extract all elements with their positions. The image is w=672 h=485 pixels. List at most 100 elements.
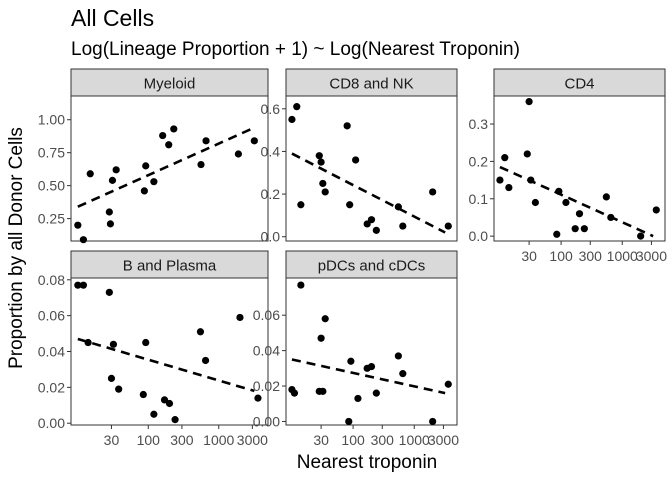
y-tick-label-myeloid: 0.25 [38, 211, 65, 227]
data-point-cd8-and-nk [293, 103, 301, 111]
y-tick-label-myeloid: 1.00 [38, 112, 65, 128]
strip-pdcs-and-cdcs [285, 250, 458, 279]
data-point-cd4 [501, 154, 509, 162]
data-point-cd4 [580, 225, 588, 233]
x-tick-label-pdcs-and-cdcs: 30 [313, 432, 329, 448]
panel-border-cd4 [493, 95, 666, 242]
y-tick-label-b-and-plasma: 0.04 [38, 344, 65, 360]
data-point-pdcs-and-cdcs [354, 394, 362, 403]
x-tick-label-cd4: 3000 [636, 248, 667, 264]
y-tick-label-cd4: 0.2 [469, 153, 489, 169]
x-tick-label-cd4: 30 [521, 248, 537, 264]
x-tick-label-cd4: 1000 [607, 248, 638, 264]
data-point-cd8-and-nk [315, 152, 323, 160]
y-tick-label-pdcs-and-cdcs: 0.04 [253, 343, 280, 359]
y-tick-label-cd4: 0.1 [469, 191, 489, 207]
y-tick-label-pdcs-and-cdcs: 0.00 [253, 413, 280, 429]
data-point-cd4 [525, 98, 533, 106]
chart-title: All Cells [71, 5, 154, 31]
data-point-pdcs-and-cdcs [367, 362, 376, 371]
data-point-cd8-and-nk [352, 156, 360, 164]
data-point-myeloid [165, 141, 173, 149]
data-point-b-and-plasma [201, 356, 210, 365]
panel-border-myeloid [70, 95, 269, 242]
data-point-b-and-plasma [74, 281, 82, 289]
x-tick-label-pdcs-and-cdcs: 300 [371, 432, 395, 448]
data-point-b-and-plasma [150, 410, 158, 418]
y-tick-label-cd8-and-nk: 0.0 [261, 229, 281, 245]
chart-subtitle: Log(Lineage Proportion + 1) ~ Log(Neares… [71, 39, 520, 60]
data-point-pdcs-and-cdcs [321, 315, 329, 323]
strip-label-b-and-plasma: B and Plasma [123, 258, 217, 275]
data-point-pdcs-and-cdcs [394, 352, 402, 360]
data-point-b-and-plasma [105, 288, 113, 296]
data-point-b-and-plasma [254, 394, 262, 402]
x-tick-label-cd4: 300 [579, 248, 603, 264]
data-point-myeloid [79, 236, 88, 244]
trend-line-cd8-and-nk [291, 152, 446, 234]
data-point-cd4 [523, 150, 531, 158]
data-point-pdcs-and-cdcs [429, 417, 437, 426]
data-point-myeloid [202, 137, 210, 145]
x-axis-label: Nearest troponin [297, 452, 437, 473]
y-tick-label-pdcs-and-cdcs: 0.02 [253, 378, 280, 394]
data-point-b-and-plasma [165, 399, 174, 408]
data-point-b-and-plasma [196, 328, 205, 336]
data-point-cd4 [555, 187, 563, 195]
data-point-cd8-and-nk [321, 188, 329, 196]
trend-line-cd4 [499, 165, 654, 238]
data-point-cd8-and-nk [288, 115, 296, 124]
x-tick-label-b-and-plasma: 30 [104, 432, 120, 448]
trend-line-pdcs-and-cdcs [291, 358, 446, 395]
data-point-cd4 [505, 183, 513, 192]
data-point-pdcs-and-cdcs [290, 389, 299, 397]
y-tick-label-cd4: 0.3 [469, 116, 489, 132]
data-point-myeloid [250, 137, 258, 145]
strip-cd8-and-nk [285, 68, 458, 97]
data-point-cd8-and-nk [317, 158, 325, 166]
x-tick-label-b-and-plasma: 3000 [237, 432, 268, 448]
data-point-myeloid [159, 131, 167, 140]
x-tick-label-pdcs-and-cdcs: 100 [341, 432, 365, 448]
data-point-b-and-plasma [142, 338, 150, 347]
data-point-cd8-and-nk [343, 122, 351, 130]
data-point-cd8-and-nk [394, 203, 402, 211]
data-point-myeloid [106, 220, 115, 228]
panel-b-and-plasma: B and Plasma 0.00 0.02 0.04 0.06 0.08 30 100 300… [38, 250, 269, 448]
data-point-cd8-and-nk [372, 226, 380, 234]
panel-pdcs-and-cdcs: pDCs and cDCs 0.00 0.02 0.04 0.06 30 100 300 100… [253, 250, 459, 448]
data-point-myeloid [112, 166, 120, 174]
data-point-b-and-plasma [139, 390, 147, 399]
data-point-cd4 [531, 198, 539, 207]
data-point-cd4 [571, 225, 579, 233]
y-tick-label-cd8-and-nk: 0.4 [261, 143, 281, 159]
y-tick-label-b-and-plasma: 0.00 [38, 415, 65, 431]
strip-label-myeloid: Myeloid [144, 76, 196, 93]
data-point-pdcs-and-cdcs [317, 334, 325, 342]
panel-border-pdcs-and-cdcs [285, 277, 458, 426]
y-tick-label-cd8-and-nk: 0.6 [261, 101, 281, 117]
data-point-b-and-plasma [79, 281, 88, 289]
data-point-cd8-and-nk [444, 222, 452, 230]
data-point-pdcs-and-cdcs [297, 281, 305, 289]
y-tick-label-cd4: 0.0 [469, 228, 489, 244]
y-tick-label-pdcs-and-cdcs: 0.06 [253, 307, 280, 323]
data-point-cd4 [637, 232, 645, 240]
trend-line-myeloid [77, 126, 255, 208]
strip-label-cd8-and-nk: CD8 and NK [329, 76, 413, 93]
data-point-pdcs-and-cdcs [372, 389, 380, 397]
strip-label-pdcs-and-cdcs: pDCs and cDCs [318, 258, 426, 275]
panel-myeloid: Myeloid 0.25 0.50 0.75 1.00 [38, 68, 269, 244]
y-tick-label-cd8-and-nk: 0.2 [261, 186, 281, 202]
panel-cd8-and-nk: CD8 and NK 0.0 0.2 0.4 0.6 [261, 68, 458, 245]
data-point-b-and-plasma [107, 374, 116, 382]
y-tick-label-b-and-plasma: 0.06 [38, 308, 65, 324]
data-point-myeloid [140, 187, 148, 195]
x-tick-label-b-and-plasma: 100 [137, 432, 161, 448]
y-tick-label-myeloid: 0.75 [38, 145, 65, 161]
data-point-myeloid [150, 178, 158, 186]
facet-panels: Myeloid 0.25 0.50 0.75 1.00 CD8 and NK 0.0 0.2 0… [38, 68, 667, 448]
